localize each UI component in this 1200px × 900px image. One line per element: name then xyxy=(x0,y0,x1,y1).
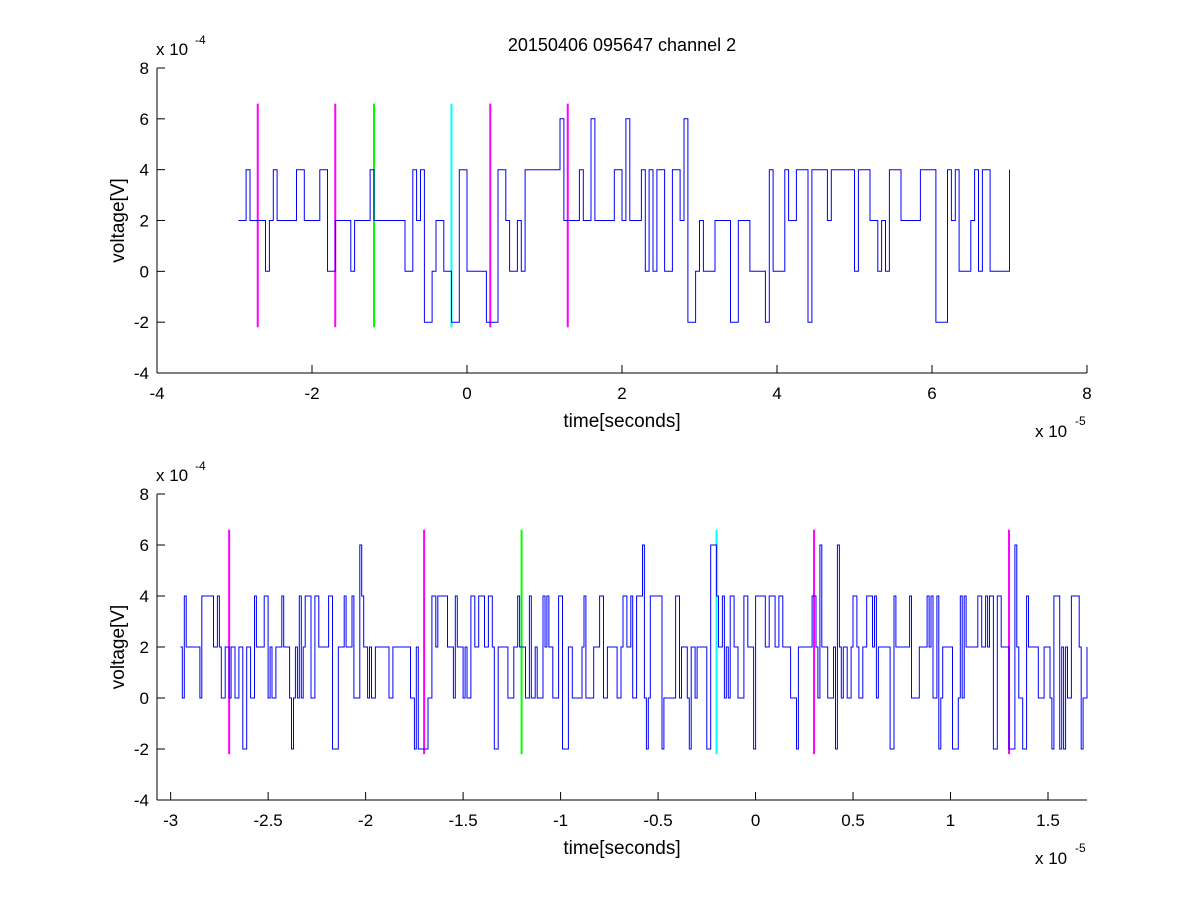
bottom-axes: -3 -2.5 -2 -1.5 -1 -0.5 0 0.5 1 1.5 -4 -2 0 2 4 6 8 time[… xyxy=(108,459,1088,868)
y-exponent-multiplier: x 10 xyxy=(156,40,188,59)
x-tick-label: 0 xyxy=(751,811,760,830)
y-tick-label: -4 xyxy=(134,364,149,383)
y-tick-label: 0 xyxy=(140,689,149,708)
y-axis-label: voltage[V] xyxy=(108,178,129,263)
x-exponent-power: -5 xyxy=(1075,841,1086,855)
x-tick-label: -0.5 xyxy=(643,811,672,830)
x-tick-label: -2.5 xyxy=(253,811,282,830)
x-exponent-multiplier: x 10 xyxy=(1035,422,1067,441)
x-tick-label: -2 xyxy=(304,384,319,403)
x-tick-label: 8 xyxy=(1082,384,1091,403)
signal-trace xyxy=(180,544,1088,750)
x-exponent-power: -5 xyxy=(1075,414,1086,428)
y-exponent-power: -4 xyxy=(195,459,206,473)
x-tick-label: 2 xyxy=(617,384,626,403)
x-tick-label: -1 xyxy=(553,811,568,830)
y-tick-label: -4 xyxy=(134,791,149,810)
x-tick-label: -3 xyxy=(163,811,178,830)
x-tick-label: 1.5 xyxy=(1036,811,1060,830)
x-tick-label: 6 xyxy=(927,384,936,403)
y-tick-label: 2 xyxy=(140,638,149,657)
y-tick-label: 8 xyxy=(140,59,149,78)
x-axis-label: time[seconds] xyxy=(563,411,680,432)
y-axis-label: voltage[V] xyxy=(108,605,129,690)
y-exponent-multiplier: x 10 xyxy=(156,466,188,485)
top-axes: -4 -2 0 2 4 6 8 -4 -2 0 2 4 6 8 20150406 095647 channe… xyxy=(108,33,1092,441)
x-tick-label: 0.5 xyxy=(841,811,865,830)
y-tick-label: -2 xyxy=(134,313,149,332)
y-tick-label: 0 xyxy=(140,262,149,281)
x-tick-label: 4 xyxy=(772,384,781,403)
x-tick-label: -1.5 xyxy=(448,811,477,830)
y-tick-label: 2 xyxy=(140,212,149,231)
y-tick-label: 6 xyxy=(140,110,149,129)
chart-title: 20150406 095647 channel 2 xyxy=(508,35,736,55)
y-tick-label: 4 xyxy=(140,587,149,606)
x-tick-label: -4 xyxy=(149,384,164,403)
y-tick-label: 8 xyxy=(140,485,149,504)
signal-trace xyxy=(238,118,1010,323)
x-exponent-multiplier: x 10 xyxy=(1035,849,1067,868)
x-tick-label: 0 xyxy=(462,384,471,403)
y-exponent-power: -4 xyxy=(195,33,206,47)
x-tick-label: 1 xyxy=(946,811,955,830)
y-tick-label: -2 xyxy=(134,740,149,759)
y-tick-label: 6 xyxy=(140,536,149,555)
x-axis-label: time[seconds] xyxy=(563,838,680,859)
x-tick-label: -2 xyxy=(358,811,373,830)
y-tick-label: 4 xyxy=(140,161,149,180)
